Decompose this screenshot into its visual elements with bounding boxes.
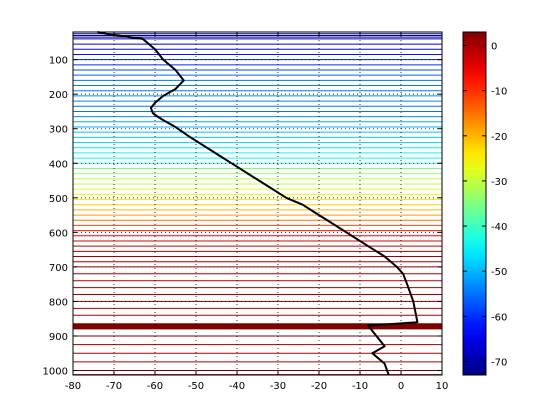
- y-tick-label-2: 300: [49, 125, 68, 136]
- x-tick-label-9: 10: [436, 381, 449, 392]
- x-tick-label-6: -20: [311, 381, 327, 392]
- y-tick-label-6: 700: [49, 263, 68, 274]
- x-tick-label-4: -40: [229, 381, 245, 392]
- colorbar-tick-label-2: -20: [491, 132, 507, 143]
- x-tick-label-0: -80: [65, 381, 81, 392]
- colorbar-tick-label-3: -30: [491, 177, 507, 188]
- pressure-level-lines: [73, 31, 442, 376]
- y-tick-label-4: 500: [49, 194, 68, 205]
- colorbar-fill: [462, 31, 487, 376]
- colorbar-tick-label-1: -10: [491, 87, 507, 98]
- y-tick-label-7: 800: [49, 297, 68, 308]
- x-tick-label-3: -50: [188, 381, 204, 392]
- y-tick-label-9: 1000: [43, 367, 68, 378]
- colorbar-tick-label-5: -50: [491, 267, 507, 278]
- colorbar: 0 -10 -20 -30 -40 -50 -60 -70: [462, 31, 507, 376]
- y-tick-label-0: 100: [49, 56, 68, 67]
- y-tick-label-8: 900: [49, 332, 68, 343]
- x-tick-label-5: -30: [270, 381, 286, 392]
- x-tick-label-1: -70: [106, 381, 122, 392]
- y-tick-label-1: 200: [49, 90, 68, 101]
- profile-layer: [97, 31, 419, 376]
- x-tick-label-2: -60: [147, 381, 163, 392]
- x-tick-label-8: 0: [398, 381, 404, 392]
- colorbar-tick-label-6: -60: [491, 312, 507, 323]
- y-axis-ticks: 100 200 300 400 500 600 700 800 900 1000: [43, 56, 442, 378]
- colorbar-tick-label-4: -40: [491, 222, 507, 233]
- plot-axes: [72, 31, 443, 376]
- y-tick-label-5: 600: [49, 228, 68, 239]
- plot-frame: [72, 31, 443, 376]
- x-axis-ticks: -80 -70 -60 -50 -40 -30 -20 -10 0 10: [65, 32, 449, 392]
- colorbar-tick-label-0: 0: [491, 42, 497, 53]
- profile-line: [97, 31, 419, 376]
- y-tick-label-3: 400: [49, 159, 68, 170]
- grid: [73, 32, 442, 375]
- colorbar-tick-label-7: -70: [491, 357, 507, 368]
- x-tick-label-7: -10: [352, 381, 368, 392]
